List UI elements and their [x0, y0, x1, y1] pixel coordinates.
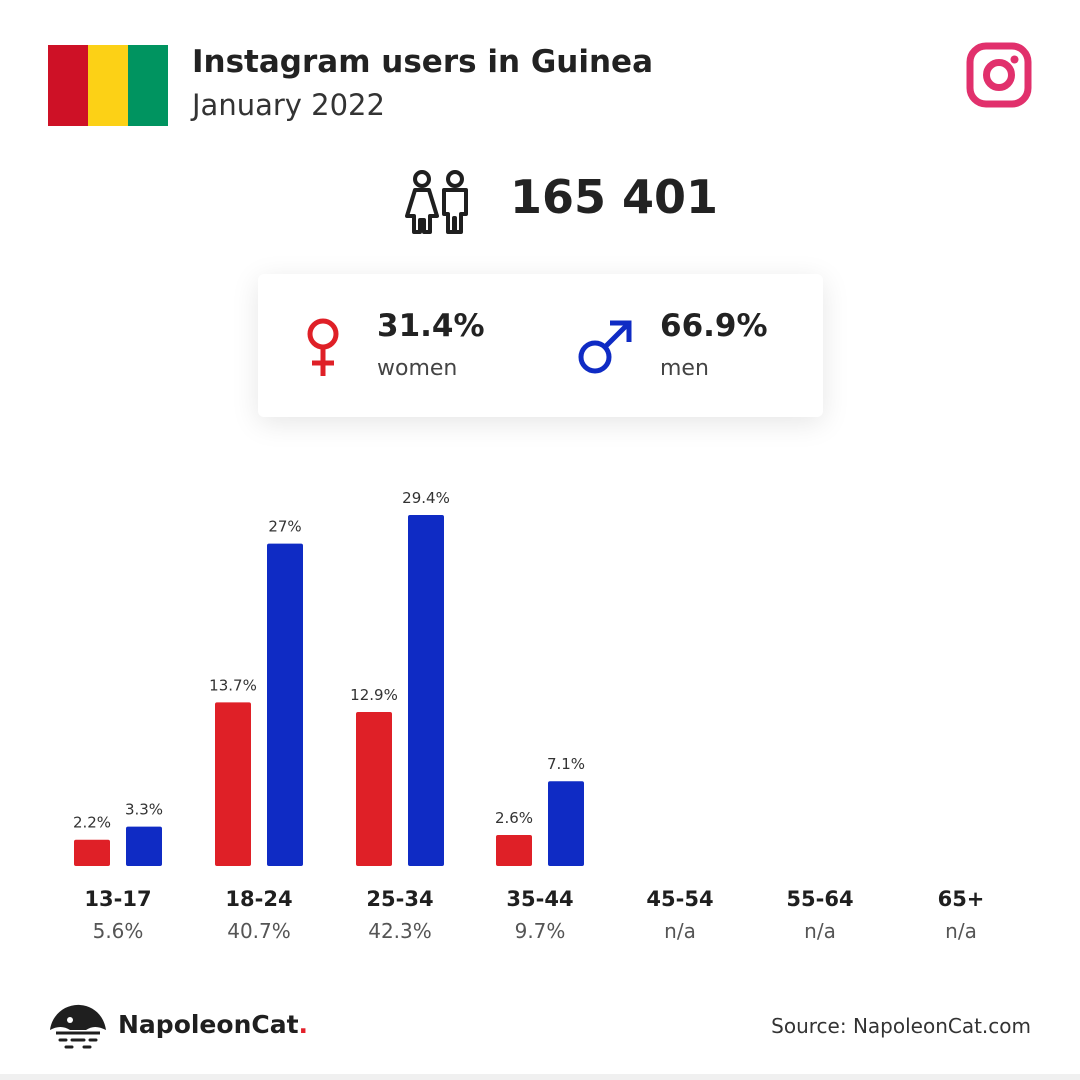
page-title: Instagram users in Guinea: [192, 44, 654, 80]
age-category-label: 55-64: [786, 887, 853, 911]
brand-name: NapoleonCat.: [118, 1010, 308, 1039]
gender-split-card: 31.4% women 66.9% men: [258, 274, 823, 417]
age-category-label: 25-34: [366, 887, 433, 911]
bar-value-label: 3.3%: [125, 801, 163, 819]
bar-25-34-men: [408, 514, 444, 866]
bar-value-label: 2.2%: [73, 814, 111, 832]
bar-value-label: 2.6%: [495, 809, 533, 827]
age-category-total: 5.6%: [93, 919, 144, 943]
flag-stripe-yellow: [88, 45, 128, 126]
age-category-total: n/a: [664, 919, 696, 943]
bar-value-label: 7.1%: [547, 755, 585, 773]
brand-name-text: NapoleonCat: [118, 1010, 299, 1039]
women-label: women: [377, 356, 458, 381]
bar-value-label: 12.9%: [350, 686, 398, 704]
bar-value-label: 13.7%: [209, 676, 257, 694]
bar-18-24-women: [215, 702, 251, 866]
guinea-flag: [48, 45, 168, 126]
bar-18-24-men: [267, 543, 303, 866]
age-category-total: n/a: [945, 919, 977, 943]
bar-value-label: 29.4%: [402, 489, 450, 507]
age-category-total: n/a: [804, 919, 836, 943]
men-percentage: 66.9%: [660, 308, 768, 344]
bar-13-17-men: [126, 826, 162, 866]
age-category-label: 13-17: [84, 887, 151, 911]
page-subtitle: January 2022: [192, 88, 385, 122]
age-category-total: 9.7%: [515, 919, 566, 943]
men-label: men: [660, 356, 709, 381]
age-category-label: 18-24: [225, 887, 292, 911]
source-credit: Source: NapoleonCat.com: [771, 1014, 1031, 1038]
instagram-icon: [966, 42, 1032, 108]
age-category-label: 45-54: [646, 887, 713, 911]
bar-25-34-women: [356, 711, 392, 866]
age-category-label: 65+: [938, 887, 985, 911]
age-category-total: 40.7%: [227, 919, 291, 943]
people-icon: [405, 170, 468, 234]
male-symbol-icon: [578, 320, 632, 374]
female-symbol-icon: [307, 318, 339, 376]
age-category-label: 35-44: [506, 887, 573, 911]
total-users-value: 165 401: [510, 170, 719, 224]
napoleoncat-logo-icon: [50, 1004, 106, 1049]
bar-13-17-women: [74, 839, 110, 866]
women-percentage: 31.4%: [377, 308, 485, 344]
age-category-total: 42.3%: [368, 919, 432, 943]
brand-dot: .: [298, 1010, 309, 1039]
flag-stripe-red: [48, 45, 88, 126]
bar-35-44-women: [496, 834, 532, 866]
bottom-strip: [0, 1074, 1080, 1080]
bar-35-44-men: [548, 781, 584, 866]
bar-value-label: 27%: [268, 518, 301, 536]
flag-stripe-green: [128, 45, 168, 126]
